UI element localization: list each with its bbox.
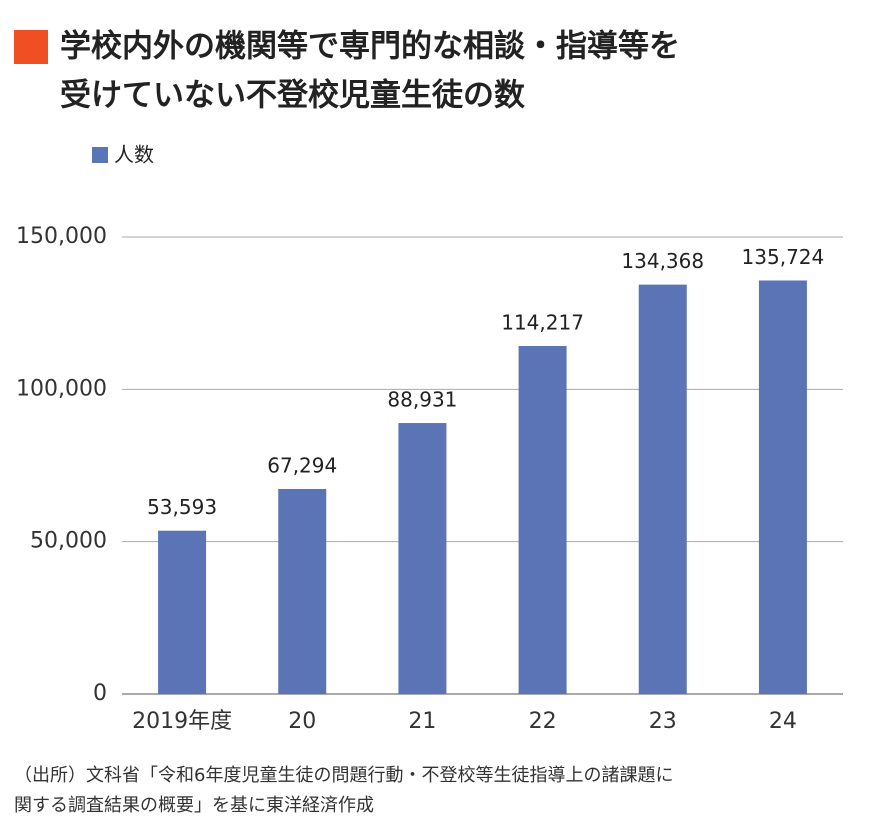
source-note: 関する調査結果の概要」を基に東洋経済作成 [14,795,374,816]
y-tick-label: 50,000 [30,529,107,554]
x-tick-label: 23 [649,709,677,734]
title-marker [14,30,48,64]
x-tick-label: 2019年度 [132,709,232,734]
x-tick-label: 21 [408,709,436,734]
y-tick-label: 150,000 [16,224,107,249]
x-tick-label: 22 [529,709,557,734]
y-tick-label: 0 [93,681,107,706]
chart-title: 学校内外の機関等で専門的な相談・指導等を [60,29,680,65]
bar [278,488,327,694]
data-label: 88,931 [387,388,457,412]
data-label: 114,217 [501,311,584,335]
bar [638,284,687,694]
bar [158,530,207,694]
chart-title: 受けていない不登校児童生徒の数 [60,78,525,114]
legend-swatch [92,147,108,163]
y-tick-label: 100,000 [16,376,107,401]
bar [758,280,807,694]
data-label: 53,593 [147,495,217,519]
bar [398,423,447,694]
bar [518,346,567,694]
legend-label: 人数 [114,143,154,167]
x-tick-label: 24 [769,709,797,734]
data-label: 67,294 [267,453,337,477]
source-note: （出所）文科省「令和6年度児童生徒の問題行動・不登校等生徒指導上の諸課題に [14,765,673,786]
data-label: 135,724 [742,245,825,269]
x-tick-label: 20 [288,709,316,734]
data-label: 134,368 [621,249,704,273]
